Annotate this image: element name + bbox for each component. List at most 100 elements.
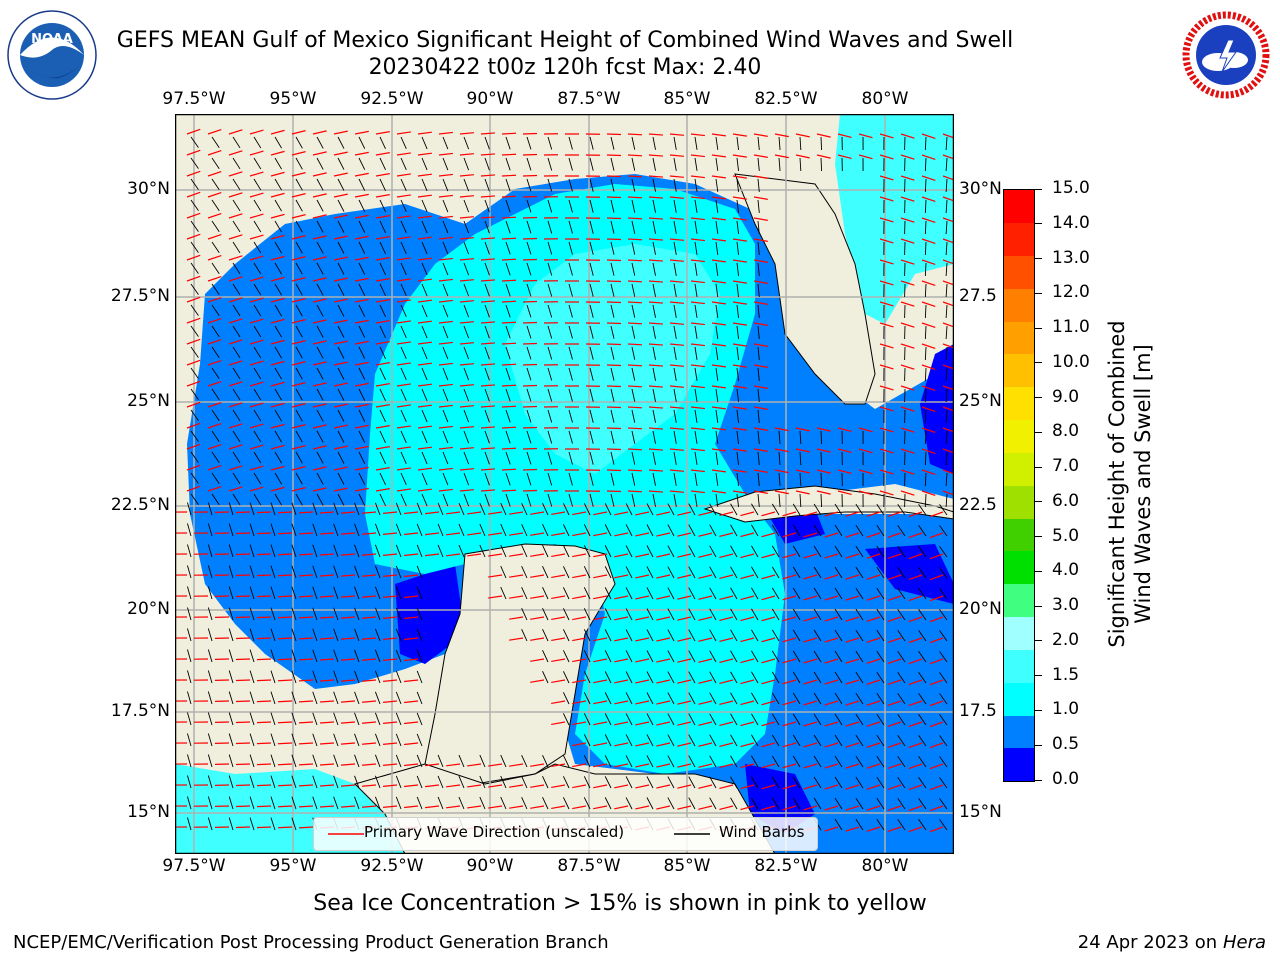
wind-barb (646, 524, 654, 537)
wave-direction-arrow (312, 466, 327, 471)
wind-barb (526, 157, 532, 171)
wave-direction-arrow (606, 217, 622, 220)
wave-direction-arrow (354, 256, 369, 261)
wind-barb (924, 157, 927, 172)
wind-barb (312, 544, 318, 558)
wave-direction-arrow (866, 616, 881, 622)
wind-barb (274, 430, 283, 443)
lon-tick-label-top: 87.5°W (557, 89, 621, 109)
wind-barb (190, 325, 199, 337)
wave-direction-arrow (396, 341, 411, 345)
wind-barb (442, 388, 449, 402)
wave-direction-arrow (396, 488, 411, 492)
wind-barb (730, 755, 738, 768)
wave-direction-arrow (319, 805, 335, 808)
wind-barb (876, 671, 885, 684)
colorbar-tick-label: 3.0 (1052, 595, 1080, 616)
wind-barb (521, 544, 528, 558)
wind-barb (562, 608, 570, 621)
wind-barb (207, 670, 213, 684)
wind-barb (688, 734, 696, 747)
wind-barb (604, 755, 612, 768)
wind-barb (715, 325, 719, 339)
colorbar-tick-label: 1.0 (1052, 699, 1080, 720)
wave-direction-arrow (719, 700, 734, 706)
colorbar-cell (1004, 518, 1034, 552)
wave-direction-arrow (753, 280, 768, 284)
wave-direction-arrow (900, 427, 915, 433)
colorbar-label-line1: Significant Height of Combined (1105, 320, 1129, 648)
wind-barb (187, 691, 192, 705)
wave-direction-arrow (551, 637, 566, 642)
wave-direction-arrow (648, 469, 664, 472)
wave-direction-arrow (228, 402, 243, 408)
wave-direction-arrow (375, 194, 390, 198)
wind-barb (736, 220, 740, 234)
wind-barb (207, 523, 213, 537)
wave-direction-arrow (572, 721, 587, 726)
wave-direction-arrow (312, 151, 327, 156)
wave-direction-arrow (690, 154, 705, 158)
wave-direction-arrow (256, 679, 272, 682)
wind-barb (924, 388, 927, 403)
wind-barb (736, 472, 740, 486)
wave-direction-arrow (530, 763, 545, 767)
wind-barb (228, 544, 234, 558)
wind-barb (400, 367, 407, 381)
wave-direction-arrow (698, 553, 713, 558)
wind-barb (813, 545, 822, 558)
wave-direction-arrow (740, 616, 755, 622)
wave-direction-arrow (669, 469, 684, 472)
wave-direction-arrow (340, 574, 356, 577)
wind-barb (820, 451, 823, 466)
wind-barb (547, 136, 553, 150)
wave-direction-arrow (522, 258, 538, 261)
wave-direction-arrow (228, 129, 243, 135)
wave-direction-arrow (740, 721, 755, 727)
wind-barb (312, 733, 318, 747)
wave-direction-arrow (845, 805, 860, 811)
wave-direction-arrow (249, 171, 264, 177)
wave-direction-arrow (753, 343, 768, 347)
wind-barb (945, 136, 948, 151)
wave-direction-arrow (656, 532, 671, 537)
wind-barb (500, 523, 507, 537)
wave-direction-arrow (249, 381, 264, 387)
wind-barb (395, 754, 402, 768)
wind-barb (379, 388, 386, 401)
wind-barb (631, 220, 636, 234)
wave-direction-arrow (354, 319, 369, 324)
wave-direction-arrow (740, 679, 755, 685)
wave-direction-arrow (383, 574, 398, 577)
wave-direction-arrow (761, 511, 776, 517)
wave-direction-arrow (354, 235, 369, 240)
wind-barb (437, 775, 444, 789)
wind-barb (924, 451, 927, 466)
wave-direction-arrow (929, 595, 944, 602)
wave-direction-arrow (677, 805, 692, 810)
wave-direction-arrow (291, 424, 306, 429)
wave-direction-arrow (627, 385, 643, 388)
wind-barb (421, 283, 428, 297)
wind-barb (945, 241, 948, 256)
wave-direction-arrow (256, 805, 272, 808)
wind-barb (337, 388, 345, 401)
wind-barb (211, 346, 220, 359)
wave-direction-arrow (606, 175, 622, 178)
central-core (505, 244, 720, 474)
wind-barb (610, 451, 615, 465)
wave-direction-arrow (354, 298, 369, 303)
wind-barb (253, 178, 262, 191)
wave-height-map (172, 113, 957, 855)
wind-barb (667, 608, 675, 621)
wave-direction-arrow (312, 382, 327, 387)
wave-direction-arrow (593, 616, 608, 621)
wave-direction-arrow (803, 742, 818, 748)
wave-direction-arrow (551, 763, 566, 768)
wave-direction-arrow (732, 301, 747, 305)
wind-barb (484, 283, 490, 297)
wave-direction-arrow (319, 616, 335, 619)
wave-direction-arrow (753, 154, 768, 158)
wind-barb (897, 734, 906, 747)
wind-barb (484, 136, 490, 150)
